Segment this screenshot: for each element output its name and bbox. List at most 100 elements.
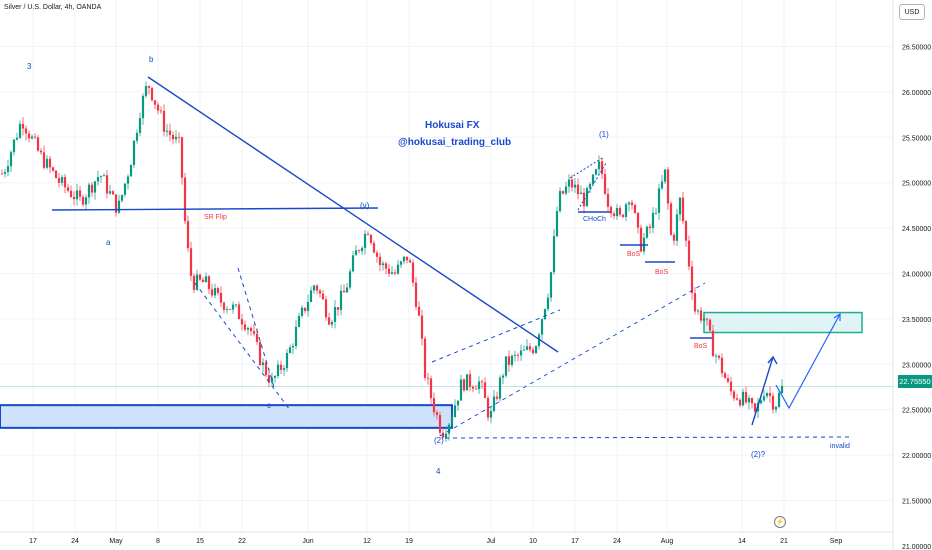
candle-body <box>240 319 244 325</box>
candle-body <box>249 328 253 332</box>
price-tick-label: 25.00000 <box>902 181 931 188</box>
candle-body <box>684 221 688 241</box>
candle-body <box>606 193 610 207</box>
candle-body <box>618 207 622 215</box>
candle-body <box>288 347 292 353</box>
time-tick-label: 8 <box>156 538 160 545</box>
candle-body <box>426 377 430 379</box>
candle-body <box>729 381 733 392</box>
structure-label: CHoCh <box>583 216 606 223</box>
candle-body <box>612 213 616 217</box>
price-tick-label: 21.50000 <box>902 499 931 506</box>
candle-body <box>291 345 295 348</box>
candle-body <box>195 274 199 290</box>
time-tick-label: Jun <box>302 538 313 545</box>
candle-body <box>372 243 376 253</box>
candle-body <box>501 375 505 378</box>
candle-body <box>762 396 766 401</box>
candle-body <box>405 256 409 261</box>
invalid-level-line <box>444 436 853 439</box>
candle-body <box>492 396 496 411</box>
price-tick-label: 25.50000 <box>902 135 931 142</box>
candle-body <box>24 128 28 134</box>
candle-body <box>189 248 193 276</box>
candle-body <box>48 158 52 168</box>
candle-body <box>420 315 424 339</box>
candle-body <box>738 399 742 406</box>
demand-zone <box>0 404 453 429</box>
candle-body <box>654 212 658 214</box>
candle-body <box>447 424 451 434</box>
candle-body <box>285 352 289 369</box>
currency-button[interactable]: USD <box>899 4 925 20</box>
candle-body <box>57 178 61 183</box>
candle-body <box>297 315 301 327</box>
candle-body <box>375 252 379 257</box>
candle-body <box>96 177 100 182</box>
candle-body <box>546 297 550 310</box>
wave1-wedge-top <box>569 156 605 179</box>
candle-body <box>441 432 445 438</box>
lightning-icon[interactable]: ⚡ <box>774 516 786 528</box>
candle-body <box>624 204 628 217</box>
candle-body <box>564 186 568 194</box>
chart-grid <box>0 0 894 550</box>
candle-body <box>267 375 271 383</box>
candle-body <box>504 356 508 376</box>
price-tick-label: 26.00000 <box>902 90 931 97</box>
candle-body <box>27 133 31 139</box>
candle-body <box>336 307 340 310</box>
candle-body <box>141 95 145 119</box>
candle-body <box>609 206 613 214</box>
candle-body <box>759 400 763 404</box>
candle-body <box>171 134 175 140</box>
candle-body <box>147 86 151 88</box>
structure-label: BoS <box>655 269 669 276</box>
candle-body <box>306 302 310 311</box>
candle-body <box>180 137 184 178</box>
candle-body <box>585 188 589 207</box>
candle-body <box>219 292 223 303</box>
candle-body <box>639 227 643 252</box>
candle-body <box>483 382 487 398</box>
candle-body <box>735 398 739 400</box>
candle-body <box>396 264 400 274</box>
candle-body <box>321 293 325 300</box>
time-axis[interactable]: 17 24 May 8 15 22 Jun 12 19 Jul 10 17 24 Aug 14 21 Sep <box>29 538 842 545</box>
projection-path <box>775 313 841 410</box>
candle-body <box>423 338 427 378</box>
time-tick-label: 15 <box>196 538 204 545</box>
candle-body <box>699 310 703 321</box>
price-axis[interactable]: 26.50000 26.00000 25.50000 25.00000 24.50000… <box>902 45 931 550</box>
candle-body <box>357 250 361 252</box>
sr-flip-level-line <box>51 207 379 211</box>
candle-body <box>516 354 520 356</box>
candle-body <box>363 233 367 248</box>
candle-body <box>93 181 97 193</box>
candle-body <box>69 190 73 197</box>
candle-body <box>111 191 115 195</box>
candle-body <box>711 330 715 357</box>
candle-body <box>252 331 256 334</box>
candle-body <box>558 191 562 212</box>
candle-body <box>717 355 721 358</box>
candle-body <box>234 304 238 306</box>
candle-body <box>129 165 133 177</box>
candle-body <box>204 276 208 283</box>
candle-body <box>21 123 25 129</box>
price-zones <box>0 311 893 429</box>
candle-body <box>264 362 268 376</box>
candle-body <box>561 191 565 194</box>
candle-body <box>279 364 283 370</box>
candle-body <box>33 136 37 138</box>
time-tick-label: 19 <box>405 538 413 545</box>
candle-body <box>183 177 187 222</box>
candle-body <box>360 247 364 252</box>
candle-body <box>750 398 754 404</box>
candle-body <box>243 324 247 330</box>
time-tick-label: 22 <box>238 538 246 545</box>
candle-body <box>315 285 319 291</box>
candle-body <box>657 188 661 213</box>
candle-body <box>381 263 385 266</box>
